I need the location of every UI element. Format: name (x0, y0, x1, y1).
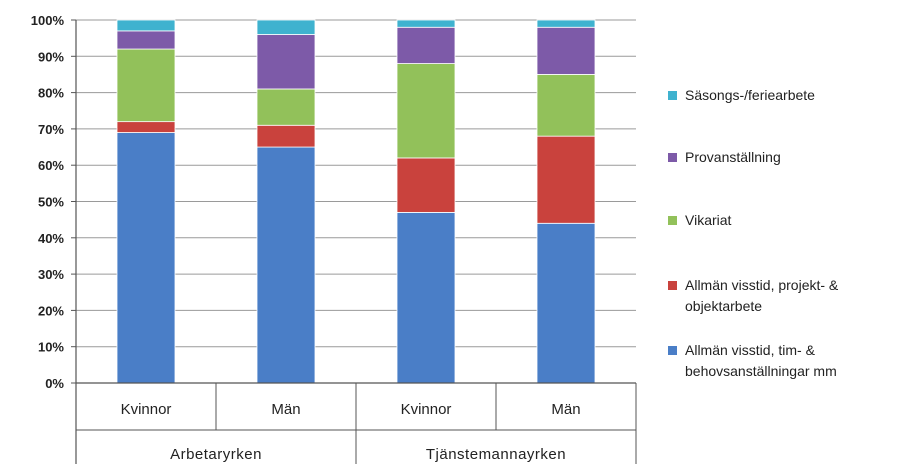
legend-label: objektarbete (685, 298, 762, 314)
legend-label: Säsongs-/feriearbete (685, 87, 815, 103)
bar-segment (396, 157, 456, 213)
bar-segment (536, 26, 596, 75)
bar-segment (116, 132, 176, 384)
x-group-label: Tjänstemannayrken (426, 446, 566, 463)
legend-swatch (668, 216, 677, 225)
bar-segment (256, 146, 316, 384)
legend-label: Provanställning (685, 149, 781, 165)
legend-swatch (668, 281, 677, 290)
bar-segment (256, 34, 316, 90)
y-tick-label: 50% (38, 195, 64, 210)
bar-segment (536, 74, 596, 137)
bar-segment (116, 48, 176, 123)
y-tick-label: 40% (38, 231, 64, 246)
y-tick-label: 80% (38, 86, 64, 101)
legend-label: Vikariat (685, 212, 732, 228)
bar-segment (256, 124, 316, 148)
bar-segment (116, 19, 176, 32)
legend: Säsongs-/feriearbete Provanställning Vikar… (668, 87, 839, 379)
bar-segment (396, 19, 456, 28)
bar-segment (396, 26, 456, 64)
y-tick-labels: 0% 10% 20% 30% 40% 50% 60% 70% 80% 90% 100% (31, 13, 65, 391)
y-tick-label: 90% (38, 49, 64, 64)
x-category-label: Kvinnor (121, 401, 172, 418)
axes (75, 20, 637, 464)
x-group-label: Arbetaryrken (170, 446, 262, 463)
x-category-label: Män (271, 401, 300, 418)
bar-segment (536, 135, 596, 224)
y-tick-label: 10% (38, 340, 64, 355)
legend-label: Allmän visstid, projekt- & (685, 277, 839, 293)
bar-segment (536, 222, 596, 384)
x-category-label: Män (551, 401, 580, 418)
bar-segment (536, 19, 596, 28)
bar-segment (256, 88, 316, 126)
y-tick-label: 70% (38, 122, 64, 137)
bar-segment (116, 30, 176, 50)
bars (116, 19, 596, 384)
bar-segment (116, 121, 176, 133)
category-labels: Kvinnor Män Kvinnor Män Arbetaryrken Tjänstem… (121, 401, 581, 463)
legend-swatch (668, 91, 677, 100)
x-category-label: Kvinnor (401, 401, 452, 418)
bar-segment (256, 19, 316, 35)
y-tick-label: 20% (38, 303, 64, 318)
legend-label: behovsanställningar mm (685, 363, 837, 379)
legend-swatch (668, 346, 677, 355)
y-tick-label: 60% (38, 158, 64, 173)
bar-segment (396, 63, 456, 159)
legend-label: Allmän visstid, tim- & (685, 342, 816, 358)
bar-segment (396, 211, 456, 384)
y-tick-label: 0% (45, 376, 64, 391)
y-tick-label: 30% (38, 267, 64, 282)
y-tick-label: 100% (31, 13, 65, 28)
legend-swatch (668, 153, 677, 162)
